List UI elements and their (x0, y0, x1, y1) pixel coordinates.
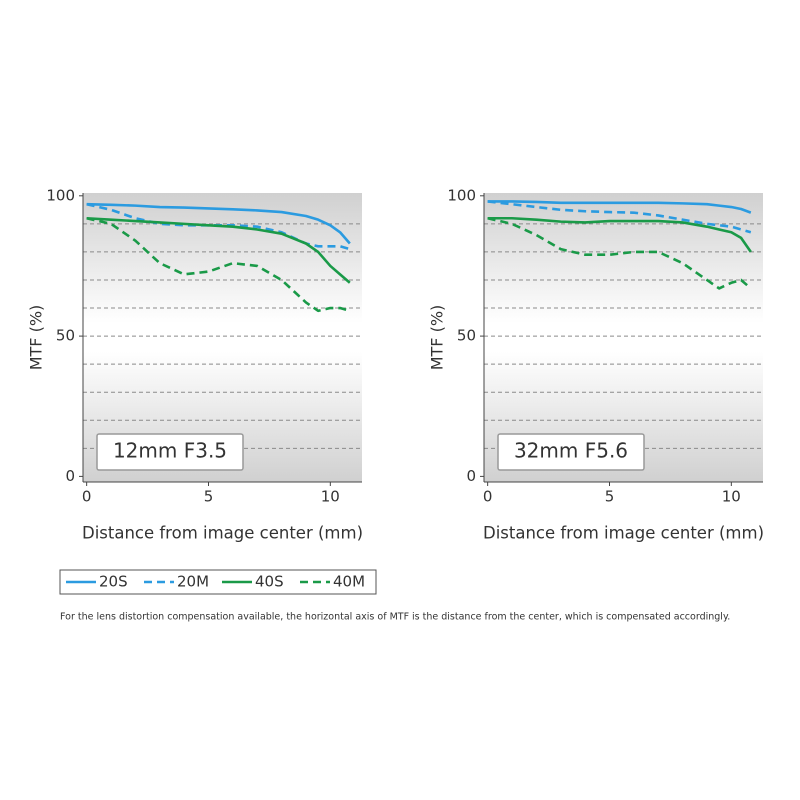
x-tick-label: 10 (321, 488, 340, 506)
mtf-line (487, 216, 752, 290)
y-axis-label: MTF (%) (27, 305, 46, 371)
mtf-line (86, 216, 351, 313)
y-axis-label: MTF (%) (428, 305, 447, 371)
mtf-line (86, 202, 351, 251)
annotation: 12mm F3.5 (113, 439, 227, 463)
x-axis-label: Distance from image center (mm) (483, 524, 764, 543)
mtf-line (487, 200, 752, 214)
y-tick-label: 100 (46, 186, 75, 204)
mtf-line (86, 216, 351, 284)
legend-label: 20S (99, 573, 128, 591)
legend-label: 40M (333, 573, 365, 591)
y-tick-label: 50 (56, 327, 75, 345)
legend-label: 40S (255, 573, 284, 591)
mtf-line (487, 200, 752, 234)
mtf-line (487, 216, 752, 253)
x-tick-label: 10 (722, 488, 741, 506)
y-tick-label: 50 (457, 327, 476, 345)
y-tick-label: 100 (447, 186, 476, 204)
mtf-line (86, 202, 351, 245)
annotation-box (497, 433, 645, 471)
legend-label: 20M (177, 573, 209, 591)
legend-box (59, 569, 377, 595)
annotation-box (96, 433, 244, 471)
y-tick-label: 0 (466, 467, 476, 485)
x-tick-label: 0 (82, 488, 92, 506)
x-axis-label: Distance from image center (mm) (82, 524, 363, 543)
footnote: For the lens distortion compensation ava… (60, 612, 730, 623)
y-tick-label: 0 (65, 467, 75, 485)
x-tick-label: 0 (483, 488, 493, 506)
x-tick-label: 5 (605, 488, 615, 506)
annotation: 32mm F5.6 (514, 439, 628, 463)
x-tick-label: 5 (204, 488, 214, 506)
